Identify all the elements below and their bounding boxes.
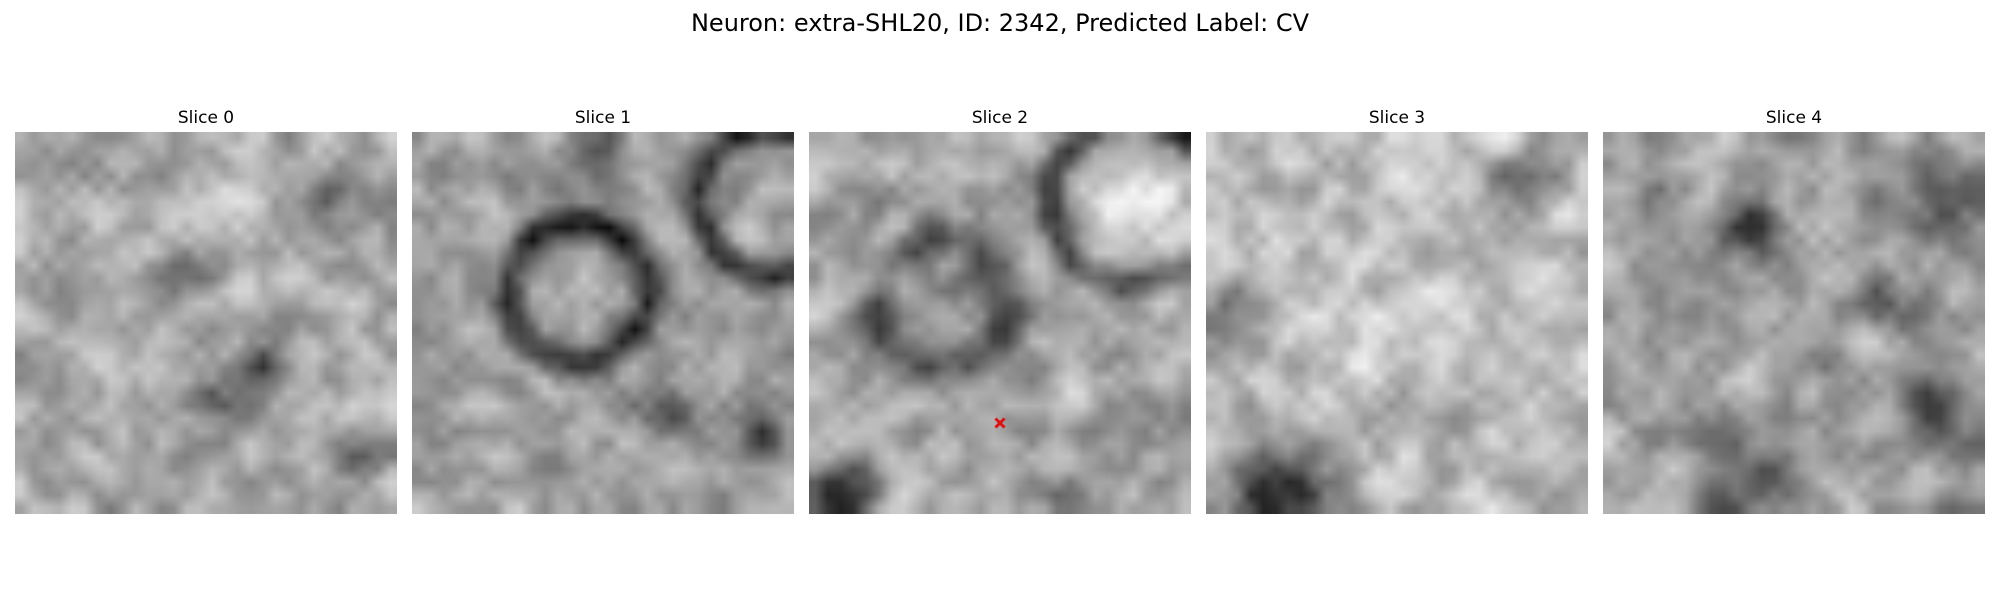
slice-3-image bbox=[1206, 132, 1588, 514]
figure-title: Neuron: extra-SHL20, ID: 2342, Predicted… bbox=[690, 9, 1310, 37]
slice-4-title: Slice 4 bbox=[1765, 108, 1823, 128]
slice-0-image bbox=[15, 132, 397, 514]
slice-1-title: Slice 1 bbox=[574, 108, 632, 128]
slice-1-image bbox=[412, 132, 794, 514]
slice-0-title: Slice 0 bbox=[177, 108, 235, 128]
x-marker-icon bbox=[994, 417, 1006, 429]
slice-2-image bbox=[809, 132, 1191, 514]
slice-3-title: Slice 3 bbox=[1368, 108, 1426, 128]
slice-4-image bbox=[1603, 132, 1985, 514]
slice-2-title: Slice 2 bbox=[971, 108, 1029, 128]
